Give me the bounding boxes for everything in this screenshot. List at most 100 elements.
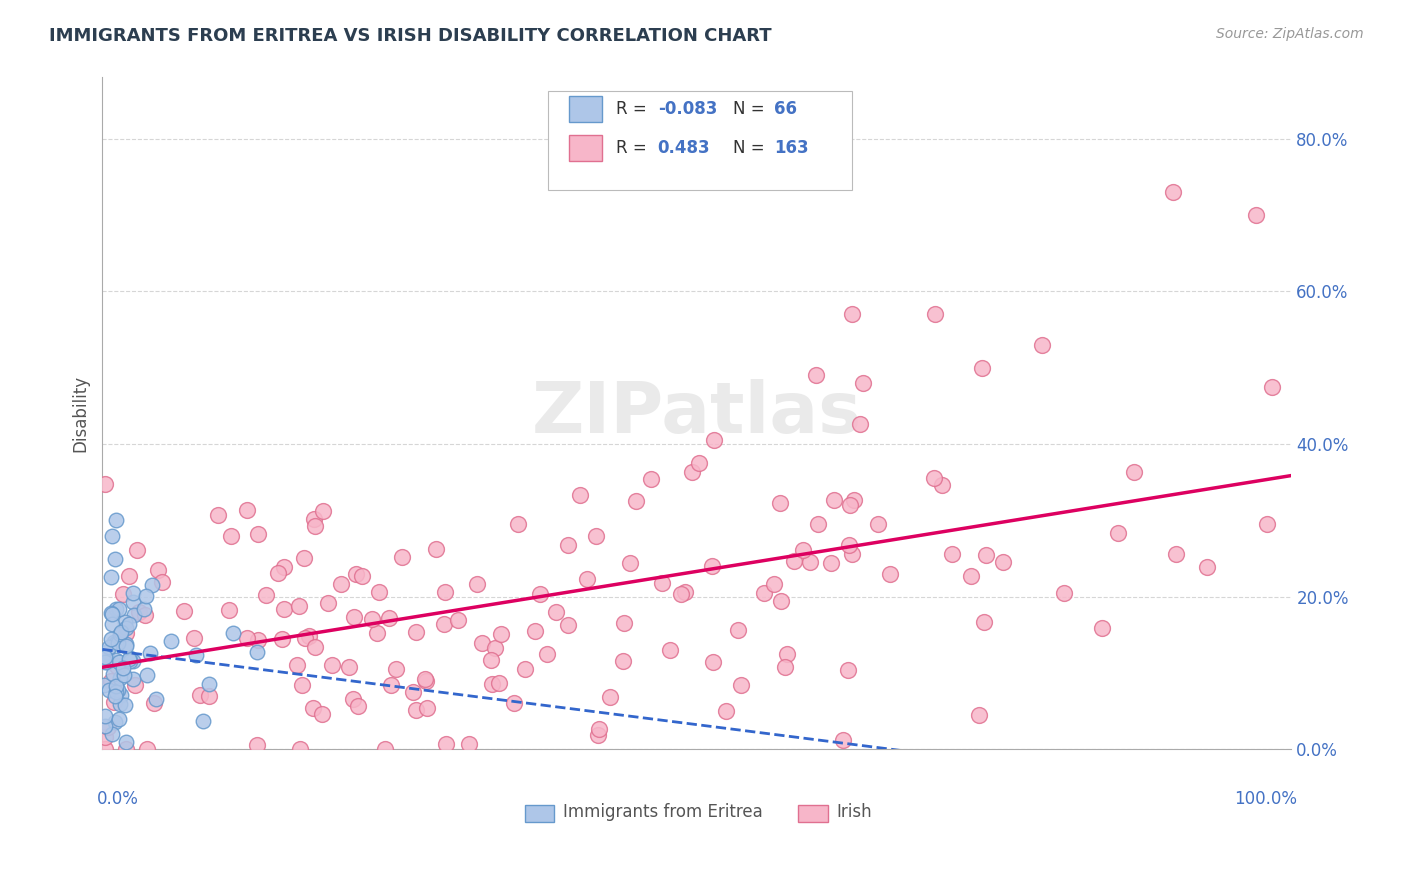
Point: [1166, 547, 1188, 561]
Point: [866, 516, 889, 531]
Point: [207, 508, 229, 522]
Point: [186, 648, 208, 662]
Point: [569, 488, 592, 502]
Point: [218, 603, 240, 617]
Point: [114, 639, 136, 653]
Point: [104, 552, 127, 566]
Point: [385, 662, 408, 676]
Point: [96, 645, 118, 659]
Point: [681, 466, 703, 480]
Point: [112, 668, 135, 682]
Text: Source: ZipAtlas.com: Source: ZipAtlas.com: [1216, 27, 1364, 41]
Point: [128, 605, 150, 619]
Point: [673, 585, 696, 599]
Point: [415, 674, 437, 689]
Point: [380, 678, 402, 692]
Point: [544, 605, 567, 619]
Point: [298, 629, 321, 643]
Point: [804, 368, 827, 383]
Text: -0.083: -0.083: [658, 100, 717, 118]
Point: [360, 612, 382, 626]
Point: [447, 613, 470, 627]
Point: [115, 625, 138, 640]
Point: [107, 636, 129, 650]
Text: 0.0%: 0.0%: [97, 789, 138, 807]
Point: [792, 543, 814, 558]
Point: [612, 654, 634, 668]
Point: [841, 547, 863, 561]
Point: [93, 652, 115, 666]
Point: [118, 652, 141, 666]
Point: [287, 599, 309, 613]
Point: [832, 733, 855, 747]
Point: [852, 376, 875, 390]
Point: [110, 688, 132, 702]
Point: [702, 559, 724, 574]
Point: [135, 590, 157, 604]
Point: [136, 742, 159, 756]
Point: [714, 704, 737, 718]
Point: [101, 607, 124, 621]
Point: [374, 742, 396, 756]
Point: [557, 618, 579, 632]
Text: 163: 163: [775, 139, 808, 157]
Point: [763, 577, 786, 591]
Point: [145, 692, 167, 706]
Point: [575, 572, 598, 586]
Point: [97, 720, 120, 734]
Point: [378, 611, 401, 625]
Point: [93, 678, 115, 692]
Point: [489, 627, 512, 641]
Point: [405, 625, 427, 640]
Point: [402, 685, 425, 699]
Point: [219, 528, 242, 542]
Point: [619, 556, 641, 570]
Point: [115, 742, 138, 756]
FancyBboxPatch shape: [548, 91, 852, 190]
Point: [484, 641, 506, 656]
Point: [823, 493, 845, 508]
Point: [104, 679, 127, 693]
Point: [922, 471, 945, 485]
Text: 100.0%: 100.0%: [1234, 789, 1298, 807]
Point: [110, 698, 132, 712]
Point: [173, 604, 195, 618]
Point: [104, 513, 127, 527]
Point: [586, 729, 609, 743]
Point: [266, 566, 288, 580]
Text: ZIPatlas: ZIPatlas: [531, 379, 862, 448]
Point: [104, 689, 127, 703]
Text: IMMIGRANTS FROM ERITREA VS IRISH DISABILITY CORRELATION CHART: IMMIGRANTS FROM ERITREA VS IRISH DISABIL…: [49, 27, 772, 45]
Point: [1244, 208, 1267, 222]
Point: [93, 649, 115, 664]
Point: [350, 569, 373, 583]
FancyBboxPatch shape: [799, 805, 828, 822]
Point: [146, 564, 169, 578]
Point: [245, 739, 267, 753]
Point: [118, 651, 141, 665]
Text: R =: R =: [616, 100, 652, 118]
Point: [254, 588, 277, 602]
Point: [100, 606, 122, 620]
Point: [557, 538, 579, 552]
Text: N =: N =: [733, 139, 769, 157]
Point: [405, 703, 427, 717]
Point: [273, 559, 295, 574]
Point: [799, 555, 821, 569]
Point: [342, 691, 364, 706]
Text: Irish: Irish: [837, 804, 872, 822]
Point: [754, 586, 776, 600]
Point: [839, 498, 862, 512]
Point: [125, 542, 148, 557]
Point: [188, 688, 211, 702]
Point: [481, 677, 503, 691]
Point: [434, 737, 457, 751]
Point: [1161, 185, 1184, 199]
Point: [114, 698, 136, 712]
Point: [94, 477, 117, 491]
Point: [104, 653, 127, 667]
Point: [465, 576, 488, 591]
Point: [413, 672, 436, 686]
Point: [121, 594, 143, 608]
Point: [122, 586, 145, 600]
